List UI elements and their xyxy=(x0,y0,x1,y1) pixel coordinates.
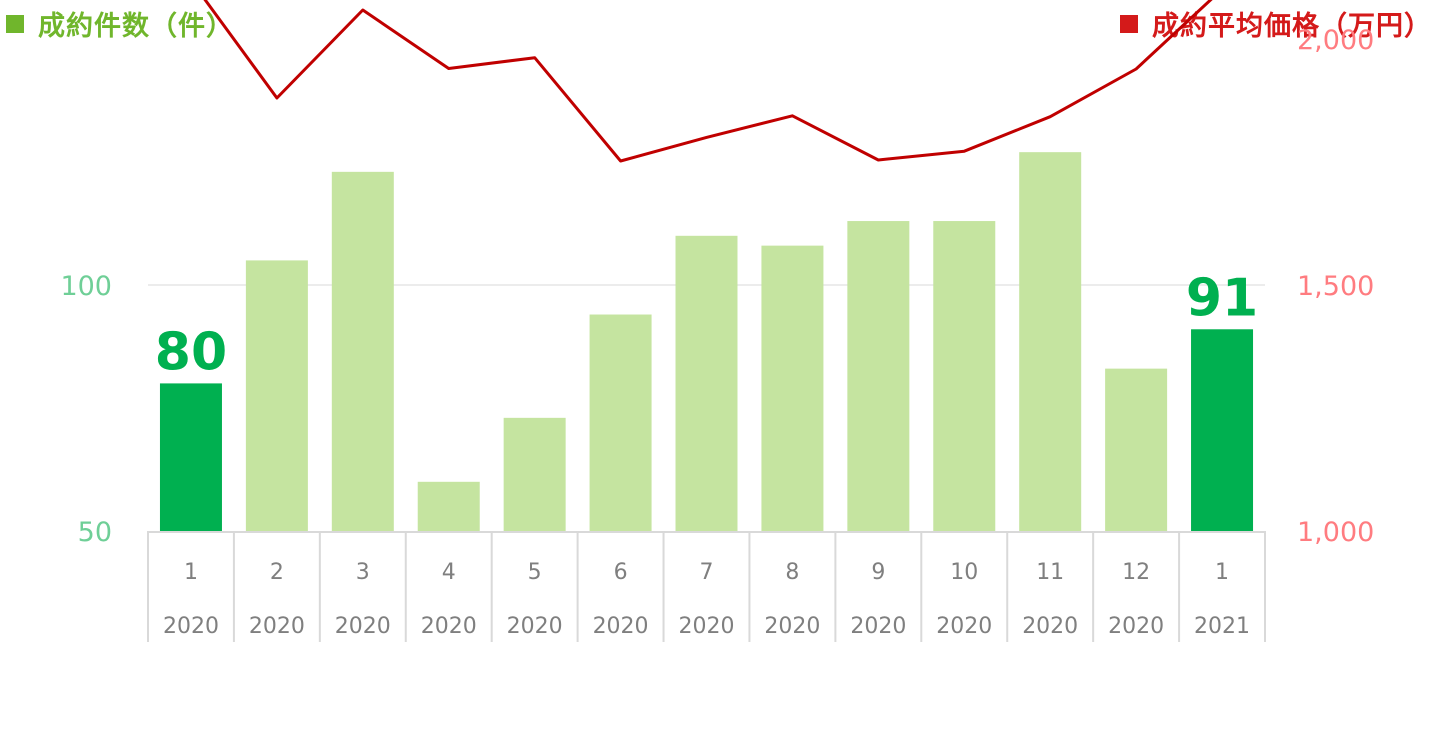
x-tick-month: 2 xyxy=(270,560,284,585)
x-tick-month: 1 xyxy=(184,560,198,585)
x-tick-month: 11 xyxy=(1036,560,1064,585)
x-tick-year: 2020 xyxy=(679,614,735,639)
bar xyxy=(933,221,996,532)
bar xyxy=(847,221,910,532)
bar xyxy=(675,235,738,532)
legend-item-count: 成約件数（件） xyxy=(6,4,234,43)
bar xyxy=(589,314,652,531)
legend-label-price: 成約平均価格（万円） xyxy=(1152,11,1432,42)
x-tick-month: 5 xyxy=(528,560,542,585)
x-tick-month: 4 xyxy=(442,560,456,585)
legend-item-price: 成約平均価格（万円） xyxy=(1120,4,1432,43)
x-tick-year: 2020 xyxy=(1022,614,1078,639)
data-label: 91 xyxy=(1186,268,1258,328)
bar xyxy=(1019,152,1082,531)
x-tick-month: 7 xyxy=(700,560,714,585)
bar xyxy=(503,417,566,531)
x-tick-year: 2020 xyxy=(249,614,305,639)
x-tick-year: 2020 xyxy=(764,614,820,639)
x-tick-year: 2020 xyxy=(936,614,992,639)
y-left-tick-label: 50 xyxy=(78,517,112,548)
x-tick-month: 1 xyxy=(1215,560,1229,585)
x-tick-year: 2020 xyxy=(850,614,906,639)
bar xyxy=(1105,368,1168,531)
x-tick-month: 9 xyxy=(871,560,885,585)
bar xyxy=(245,260,308,531)
x-tick-year: 2020 xyxy=(593,614,649,639)
data-label: 80 xyxy=(155,322,227,382)
price-line xyxy=(203,0,1213,163)
x-tick-year: 2020 xyxy=(335,614,391,639)
bar xyxy=(1191,329,1254,531)
bar xyxy=(159,383,222,531)
x-tick-year: 2020 xyxy=(1108,614,1164,639)
x-tick-month: 8 xyxy=(785,560,799,585)
x-tick-month: 12 xyxy=(1122,560,1150,585)
y-right-tick-label: 2,000 xyxy=(1297,25,1374,56)
y-right-tick-label: 1,000 xyxy=(1297,517,1374,548)
bar xyxy=(331,171,394,531)
y-right-tick-label: 1,500 xyxy=(1297,271,1374,302)
bar xyxy=(761,245,824,531)
x-tick-year: 2020 xyxy=(163,614,219,639)
x-tick-year: 2020 xyxy=(507,614,563,639)
legend-label-count: 成約件数（件） xyxy=(38,11,234,42)
x-tick-month: 3 xyxy=(356,560,370,585)
x-tick-year: 2020 xyxy=(421,614,477,639)
x-tick-year: 2021 xyxy=(1194,614,1250,639)
bar xyxy=(417,481,480,531)
legend-swatch-price xyxy=(1120,14,1138,33)
y-left-tick-label: 100 xyxy=(60,271,112,302)
x-tick-month: 6 xyxy=(614,560,628,585)
legend-swatch-count xyxy=(6,14,24,33)
x-tick-month: 10 xyxy=(950,560,978,585)
